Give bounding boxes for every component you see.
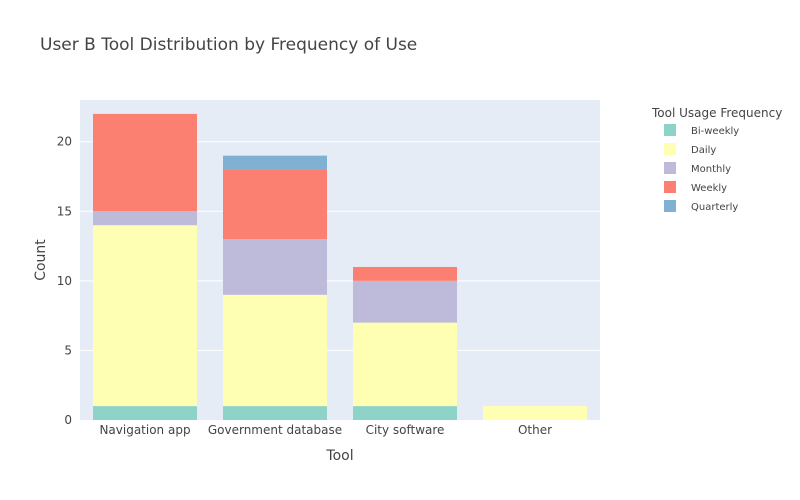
bar-navigation-app-weekly[interactable]	[93, 113, 197, 212]
bar-city-software-daily[interactable]	[353, 322, 457, 407]
legend-label-weekly[interactable]: Weekly	[691, 183, 727, 194]
bar-government-database-daily[interactable]	[223, 294, 327, 407]
legend[interactable]: Tool Usage Frequency Bi-weekly Daily Month…	[651, 106, 782, 213]
x-tick-label-city-software: City software	[366, 423, 445, 437]
legend-label-daily[interactable]: Daily	[691, 145, 716, 156]
x-tick-label-navigation-app: Navigation app	[99, 423, 190, 437]
legend-swatch-bi-weekly[interactable]	[664, 124, 676, 136]
x-tick-label-government-database: Government database	[208, 423, 342, 437]
legend-swatch-monthly[interactable]	[664, 162, 676, 174]
legend-label-quarterly[interactable]: Quarterly	[691, 202, 738, 213]
legend-swatch-quarterly[interactable]	[664, 200, 676, 212]
bar-government-database-weekly[interactable]	[223, 169, 327, 240]
bar-city-software-monthly[interactable]	[353, 280, 457, 323]
bar-city-software-bi-weekly[interactable]	[353, 406, 457, 420]
y-axis-ticks: 0 5 10 15 20	[57, 135, 72, 427]
legend-label-bi-weekly[interactable]: Bi-weekly	[691, 126, 739, 137]
bar-city-software-weekly[interactable]	[353, 266, 457, 281]
bar-government-database-monthly[interactable]	[223, 239, 327, 295]
chart-title: User B Tool Distribution by Frequency of…	[40, 35, 417, 55]
y-tick-label-5: 5	[64, 343, 72, 357]
bar-navigation-app-bi-weekly[interactable]	[93, 406, 197, 420]
y-tick-label-0: 0	[64, 413, 72, 427]
x-axis-ticks: Navigation app Government database City so…	[99, 423, 552, 437]
bar-navigation-app-monthly[interactable]	[93, 211, 197, 226]
x-axis-title: Tool	[325, 448, 353, 464]
bar-government-database-quarterly[interactable]	[223, 155, 327, 170]
y-tick-label-10: 10	[57, 274, 72, 288]
x-tick-label-other: Other	[518, 423, 552, 437]
bars-group	[93, 113, 587, 420]
legend-swatch-weekly[interactable]	[664, 181, 676, 193]
y-tick-label-20: 20	[57, 135, 72, 149]
bar-navigation-app-daily[interactable]	[93, 225, 197, 407]
y-tick-label-15: 15	[57, 204, 72, 218]
legend-title: Tool Usage Frequency	[651, 106, 782, 120]
y-axis-title: Count	[33, 239, 49, 281]
legend-swatch-daily[interactable]	[664, 143, 676, 155]
legend-label-monthly[interactable]: Monthly	[691, 164, 731, 175]
bar-government-database-bi-weekly[interactable]	[223, 406, 327, 420]
bar-other-daily[interactable]	[483, 406, 587, 420]
